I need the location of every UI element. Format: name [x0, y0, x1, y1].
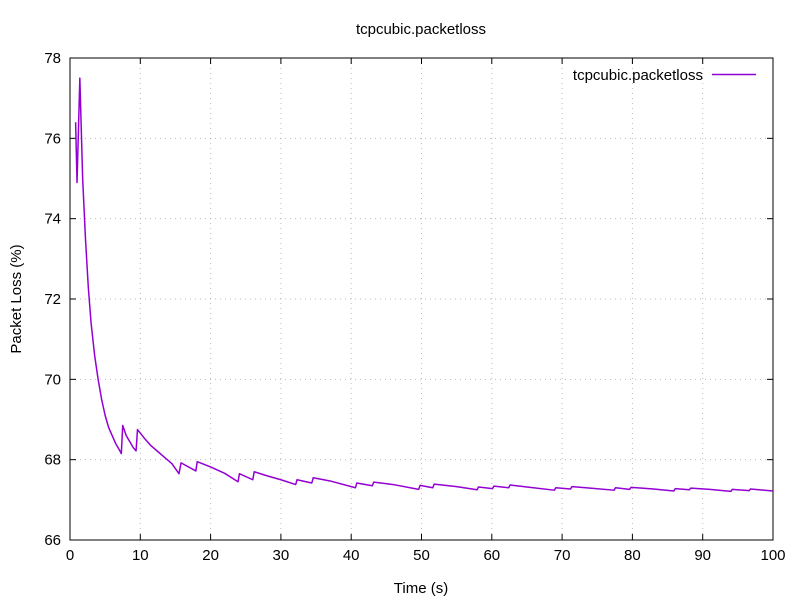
- y-tick-label: 66: [44, 532, 61, 549]
- series-layer: [74, 77, 774, 493]
- x-tick-label: 90: [694, 547, 711, 564]
- x-tick-label: 20: [202, 547, 219, 564]
- y-tick-label: 74: [44, 211, 61, 228]
- x-tick-label: 70: [554, 547, 571, 564]
- grid: [70, 58, 773, 540]
- y-tick-label: 76: [44, 130, 61, 147]
- y-tick-label: 78: [44, 50, 61, 67]
- x-tick-label: 40: [343, 547, 360, 564]
- x-tick-label: 30: [273, 547, 290, 564]
- x-tick-label: 0: [66, 547, 74, 564]
- y-tick-label: 68: [44, 452, 61, 469]
- legend: tcpcubic.packetloss: [573, 67, 756, 84]
- legend-label: tcpcubic.packetloss: [573, 67, 703, 84]
- axis-ticks: 0 10 20 30 40 50 60 70 80 90 100 66 68 70 72 74 76 78: [44, 50, 785, 564]
- x-tick-label: 60: [483, 547, 500, 564]
- x-tick-label: 80: [624, 547, 641, 564]
- chart-title: tcpcubic.packetloss: [356, 21, 486, 38]
- x-tick-label: 100: [760, 547, 785, 564]
- y-tick-label: 70: [44, 371, 61, 388]
- series-line: [74, 77, 774, 493]
- x-axis-label: Time (s): [394, 580, 448, 597]
- x-tick-label: 50: [413, 547, 430, 564]
- y-axis-label: Packet Loss (%): [8, 244, 25, 353]
- y-tick-label: 72: [44, 291, 61, 308]
- x-tick-label: 10: [132, 547, 149, 564]
